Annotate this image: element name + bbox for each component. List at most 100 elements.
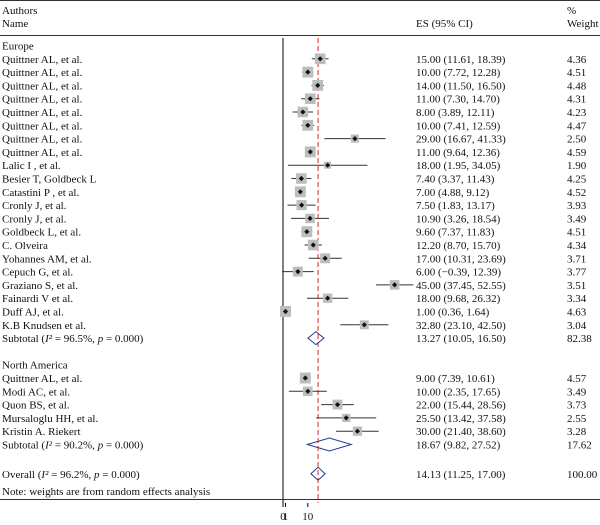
- weight-value: 3.34: [567, 293, 587, 305]
- point-estimate: [295, 269, 301, 275]
- study-author: Cepuch G, et al.: [2, 267, 73, 279]
- study-author: Quittner AL, et al.: [2, 80, 83, 92]
- weight-value: 2.50: [567, 134, 587, 146]
- overall-label: Overall (I² = 96.2%, p = 0.000): [2, 469, 140, 481]
- weight-value: 3.51: [567, 280, 586, 292]
- study-author: Quittner AL, et al.: [2, 134, 83, 146]
- point-estimate: [302, 375, 308, 381]
- weight-value: 4.51: [567, 67, 586, 79]
- weight-value: 4.34: [567, 240, 587, 252]
- point-estimate: [299, 202, 305, 208]
- weight-value: 4.52: [567, 187, 586, 199]
- weight-value: 4.36: [567, 54, 587, 66]
- point-estimate: [307, 96, 313, 102]
- point-estimate: [297, 189, 303, 195]
- es-value: 14.00 (11.50, 16.50): [416, 80, 506, 92]
- weight-value: 2.55: [567, 413, 587, 425]
- weight-value: 4.59: [567, 147, 587, 159]
- point-estimate: [322, 255, 328, 261]
- es-value: 13.27 (10.05, 16.50): [416, 333, 506, 345]
- study-author: Besier T, Goldbeck L: [2, 174, 97, 186]
- weight-value: 3.49: [567, 213, 587, 225]
- header-weight: Weight: [567, 18, 599, 30]
- overall-diamond: [310, 466, 326, 481]
- es-value: 18.67 (9.82, 27.52): [416, 440, 501, 452]
- es-value: 10.00 (2.35, 17.65): [416, 386, 501, 398]
- group-label: Europe: [2, 41, 34, 53]
- point-estimate: [315, 82, 321, 88]
- header-name: Name: [2, 18, 28, 30]
- study-author: Quittner AL, et al.: [2, 94, 83, 106]
- study-author: C. Olveira: [2, 240, 48, 252]
- es-value: 14.13 (11.25, 17.00): [416, 469, 506, 481]
- point-estimate: [310, 242, 316, 248]
- point-estimate: [304, 229, 310, 235]
- point-estimate: [392, 282, 398, 288]
- weight-value: 3.73: [567, 400, 587, 412]
- subtotal-diamond: [307, 330, 325, 346]
- study-author: Quittner AL, et al.: [2, 120, 83, 132]
- subtotal-diamond: [305, 437, 354, 452]
- weight-value: 4.25: [567, 174, 587, 186]
- point-estimate: [307, 215, 313, 221]
- weight-value: 4.63: [567, 307, 587, 319]
- group-label: North America: [2, 360, 68, 372]
- study-author: Goldbeck L, et al.: [2, 227, 81, 239]
- weight-value: 3.77: [567, 267, 587, 279]
- es-value: 15.00 (11.61, 18.39): [416, 54, 506, 66]
- point-estimate: [305, 69, 311, 75]
- point-estimate: [300, 109, 306, 115]
- study-author: Cronly J, et al.: [2, 213, 67, 225]
- es-value: 7.50 (1.83, 13.17): [416, 200, 495, 212]
- study-author: Quittner AL, et al.: [2, 54, 83, 66]
- es-value: 11.00 (7.30, 14.70): [416, 94, 500, 106]
- weight-value: 4.23: [567, 107, 587, 119]
- study-author: Yohannes AM, et al.: [2, 253, 92, 265]
- weight-value: 3.49: [567, 386, 587, 398]
- study-author: Graziano S, et al.: [2, 280, 78, 292]
- point-estimate: [325, 162, 331, 168]
- point-estimate: [298, 175, 304, 182]
- point-estimate: [282, 308, 289, 315]
- es-value: 18.00 (1.95, 34.05): [416, 160, 501, 172]
- weight-value: 17.62: [567, 440, 592, 452]
- es-value: 8.00 (3.89, 12.11): [416, 107, 495, 119]
- es-value: 30.00 (21.40, 38.60): [416, 426, 506, 438]
- weight-value: 4.51: [567, 227, 586, 239]
- es-value: 29.00 (16.67, 41.33): [416, 134, 506, 146]
- footnote: Note: weights are from random effects an…: [2, 486, 210, 498]
- subtotal-label: Subtotal (I² = 90.2%, p = 0.000): [2, 440, 144, 452]
- study-author: Quon BS, et al.: [2, 400, 70, 412]
- study-author: Modi AC, et al.: [2, 386, 70, 398]
- point-estimate: [354, 428, 360, 434]
- study-author: Fainardi V et al.: [2, 293, 73, 305]
- es-value: 22.00 (15.44, 28.56): [416, 400, 506, 412]
- weight-value: 3.71: [567, 253, 586, 265]
- study-author: Catastini P , et al.: [2, 187, 79, 199]
- weight-value: 3.04: [567, 320, 587, 332]
- study-author: Lalic I , et al.: [2, 160, 61, 172]
- es-value: 25.50 (13.42, 37.58): [416, 413, 506, 425]
- weight-value: 4.48: [567, 80, 587, 92]
- weight-value: 3.93: [567, 200, 587, 212]
- x-tick-label: 0: [280, 511, 286, 523]
- header-pct: %: [567, 5, 576, 17]
- point-estimate: [307, 149, 313, 155]
- point-estimate: [325, 295, 331, 301]
- x-tick-label: 1: [283, 511, 289, 523]
- es-value: 9.60 (7.37, 11.83): [416, 227, 495, 239]
- es-value: 10.00 (7.41, 12.59): [416, 120, 501, 132]
- header-authors: Authors: [2, 5, 37, 17]
- weight-value: 1.90: [567, 160, 587, 172]
- es-value: 10.90 (3.26, 18.54): [416, 213, 501, 225]
- study-author: Quittner AL, et al.: [2, 373, 83, 385]
- point-estimate: [352, 136, 358, 142]
- x-tick-label: 10: [302, 511, 314, 523]
- subtotal-label: Subtotal (I² = 96.5%, p = 0.000): [2, 333, 144, 345]
- es-value: 12.20 (8.70, 15.70): [416, 240, 501, 252]
- study-author: Quittner AL, et al.: [2, 147, 83, 159]
- weight-value: 3.28: [567, 426, 587, 438]
- header-es: ES (95% CI): [416, 18, 473, 30]
